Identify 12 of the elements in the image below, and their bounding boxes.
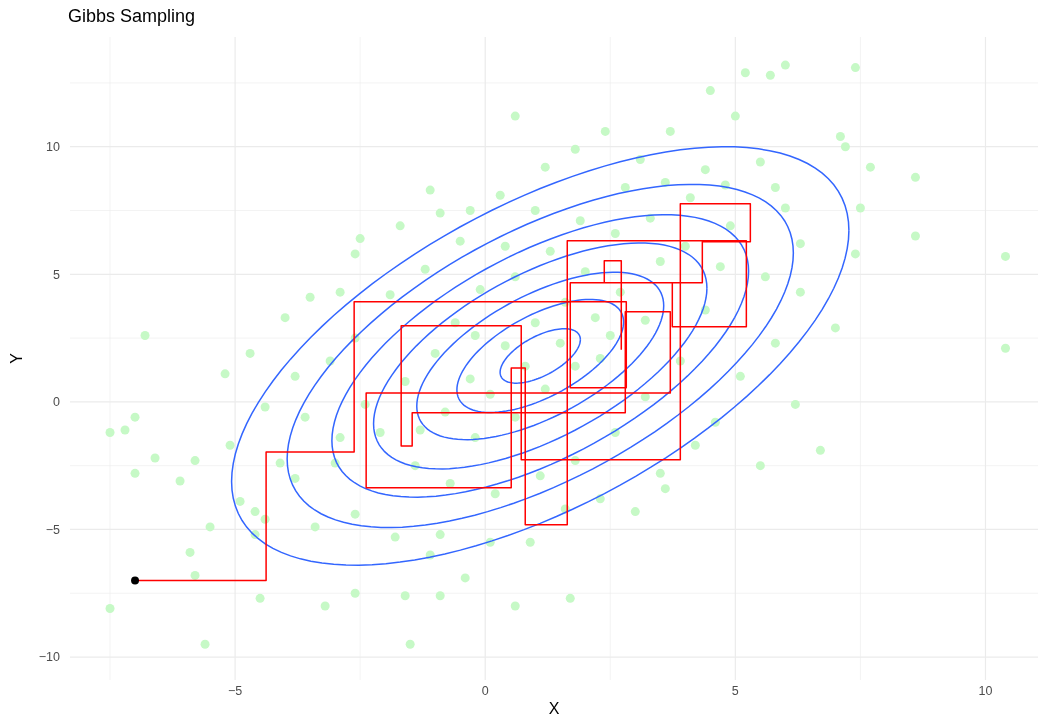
y-axis-title: Y bbox=[8, 352, 25, 364]
x-tick-label: −5 bbox=[227, 684, 243, 698]
y-tick-label: 5 bbox=[53, 267, 61, 282]
y-tick-label: 10 bbox=[46, 140, 61, 155]
y-tick-label: −10 bbox=[38, 650, 61, 665]
x-axis-title: X bbox=[548, 700, 560, 717]
x-tick-label: 5 bbox=[731, 684, 739, 698]
y-tick-label: 0 bbox=[53, 395, 61, 410]
chart-title: Gibbs Sampling bbox=[68, 6, 196, 26]
x-tick-label: 10 bbox=[978, 684, 993, 698]
y-tick-label: −5 bbox=[45, 522, 61, 537]
x-tick-label: 0 bbox=[481, 684, 489, 698]
